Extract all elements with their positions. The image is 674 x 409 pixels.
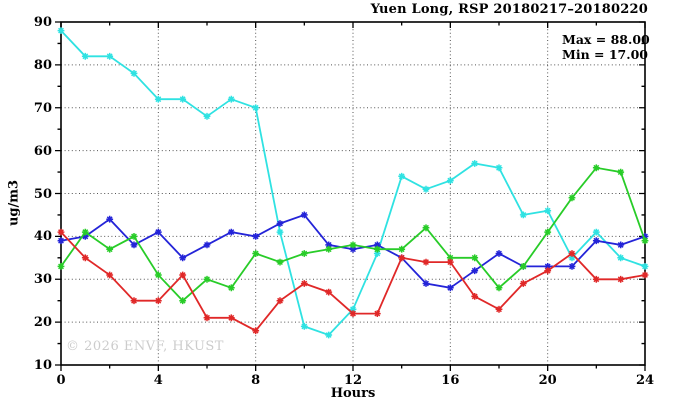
x-tick-label: 8 bbox=[251, 373, 261, 388]
min-value-label: Min = 17.00 bbox=[562, 46, 648, 62]
max-value-label: Max = 88.00 bbox=[562, 32, 650, 47]
y-tick-label: 40 bbox=[33, 229, 52, 245]
y-tick-label: 80 bbox=[33, 57, 52, 73]
axis-ticks bbox=[55, 21, 646, 371]
rsp-line-red bbox=[57, 228, 649, 335]
y-tick-label: 30 bbox=[33, 272, 52, 288]
max-min-annotation: Max = 88.00 Min = 17.00 bbox=[562, 32, 650, 63]
y-tick-label: 50 bbox=[33, 186, 52, 202]
rsp-line-green bbox=[57, 164, 649, 305]
y-tick-label: 10 bbox=[33, 358, 52, 373]
x-axis-title: Hours bbox=[330, 386, 376, 401]
x-tick-label: 16 bbox=[441, 373, 460, 388]
x-tick-label: 24 bbox=[635, 373, 655, 388]
watermark: © 2026 ENVF, HKUST bbox=[66, 339, 224, 354]
y-tick-label: 60 bbox=[33, 143, 52, 159]
y-tick-label: 20 bbox=[33, 315, 52, 331]
x-tick-label: 0 bbox=[56, 373, 66, 388]
rsp-line-cyan bbox=[57, 27, 649, 339]
x-tick-label: 4 bbox=[153, 373, 163, 388]
y-tick-label: 70 bbox=[33, 100, 52, 116]
chart-title: Yuen Long, RSP 20180217–20180220 bbox=[370, 2, 648, 17]
x-tick-label: 12 bbox=[343, 373, 363, 388]
y-tick-label: 90 bbox=[33, 15, 52, 30]
x-tick-label: 20 bbox=[538, 373, 557, 388]
plot-border bbox=[60, 21, 646, 366]
